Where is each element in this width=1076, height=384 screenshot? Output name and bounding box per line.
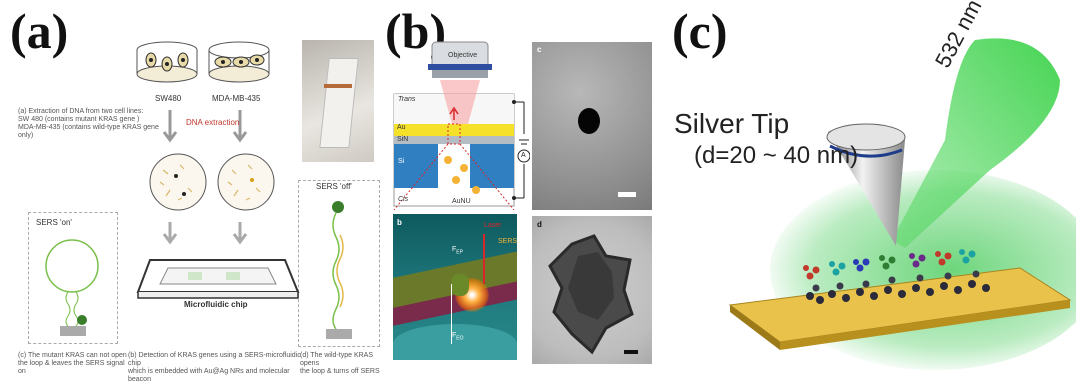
molecular-beacon-closed — [45, 239, 99, 336]
tem-nanopore — [532, 42, 652, 210]
cell-dishes — [136, 41, 270, 83]
sers-off-label: SERS 'off' — [316, 182, 352, 191]
laser-beam-c — [728, 38, 1072, 350]
au-label: Au — [397, 124, 406, 131]
tem-nanoparticle — [532, 216, 652, 364]
step-a-line: SW 480 (contains mutant KRAS gene ) — [18, 116, 140, 124]
cis-label: Cis — [398, 196, 409, 203]
ammeter-label: A — [521, 152, 526, 159]
tip-enhanced-raman-panel — [660, 0, 1076, 375]
step-d-line: (d) The wild-type KRAS opens — [300, 352, 374, 368]
sers-on-label: SERS 'on' — [36, 218, 72, 227]
objective-label: Objective — [448, 52, 478, 59]
sers-label: SERS — [498, 238, 518, 245]
molecule-layer — [803, 249, 990, 304]
step-d-text: (d) The wild-type KRAS opens the loop & … — [300, 352, 390, 376]
step-c-text: (c) The mutant KRAS can not open the loo… — [18, 352, 128, 376]
step-d-line: the loop & turns off SERS — [300, 368, 380, 376]
silver-tip-label: Silver Tip — [674, 108, 790, 139]
step-a-line: MDA-MB-435 (contains wild-type KRAS gene… — [18, 124, 159, 140]
step-c-line: the loop & leaves the SERS signal on — [18, 360, 125, 376]
step-a-text: (a) Extraction of DNA from two cell line… — [18, 108, 168, 140]
step-b-line: (b) Detection of KRAS genes using a SERS… — [128, 352, 301, 368]
dna-samples — [149, 153, 275, 211]
dna-extraction-label: DNA extraction — [186, 118, 240, 127]
si-label: Si — [398, 158, 405, 165]
molecular-beacon-open — [326, 201, 352, 339]
force-arrow — [451, 284, 452, 344]
nanostar — [548, 234, 634, 355]
step-a-line: (a) Extraction of DNA from two cell line… — [18, 108, 144, 115]
f-eo-subscript: EO — [456, 335, 464, 342]
f-ep-subscript: EP — [456, 249, 463, 256]
extraction-arrows — [162, 110, 248, 143]
step-b-line: which is embedded with Au@Ag NRs and mol… — [128, 368, 290, 384]
dish-sw480 — [136, 41, 198, 83]
chip-photo — [302, 40, 374, 162]
nanopore-schematic — [393, 41, 530, 210]
sin-label: SiN — [397, 136, 409, 143]
f-eo-symbol: F — [452, 332, 457, 339]
microfluidic-chip — [136, 259, 300, 299]
chip-slide — [319, 58, 359, 148]
panel-c-letter: (c) — [672, 3, 728, 59]
panel-a-letter: (a) — [10, 3, 69, 59]
f-ep-symbol: F — [452, 246, 457, 253]
si-layer — [393, 324, 517, 360]
sers-3d-render — [393, 214, 517, 360]
dish-mda — [208, 41, 270, 83]
laser-beam — [483, 234, 485, 284]
cell-line-sw480: SW480 — [155, 94, 182, 103]
chip-band — [324, 84, 352, 88]
tip-size-label: (d=20 ~ 40 nm) — [694, 142, 859, 169]
sub-c-label: c — [537, 45, 542, 54]
laser-label: Laser — [484, 222, 502, 229]
chip-label: Microfluidic chip — [184, 300, 248, 309]
sers-off-box — [298, 180, 380, 347]
nanoparticle — [451, 274, 469, 296]
sers-on-box — [28, 212, 118, 344]
trans-label: Trans — [398, 96, 416, 103]
cell-line-mda: MDA-MB-435 — [212, 94, 261, 103]
silver-tip-cone — [826, 123, 906, 246]
f-eo-label: FEO — [452, 332, 464, 341]
step-b-text: (b) Detection of KRAS genes using a SERS… — [128, 352, 303, 384]
f-ep-label: FEP — [452, 246, 463, 255]
chip-arrows — [162, 222, 248, 245]
scale-bar-c — [618, 192, 636, 197]
sub-b-label: b — [397, 218, 402, 227]
aunu-label: AuNU — [452, 198, 471, 205]
scale-bar-d — [624, 350, 638, 354]
step-c-line: (c) The mutant KRAS can not open — [18, 352, 127, 359]
sub-d-label: d — [537, 220, 542, 229]
nanopore-hole — [578, 108, 600, 134]
